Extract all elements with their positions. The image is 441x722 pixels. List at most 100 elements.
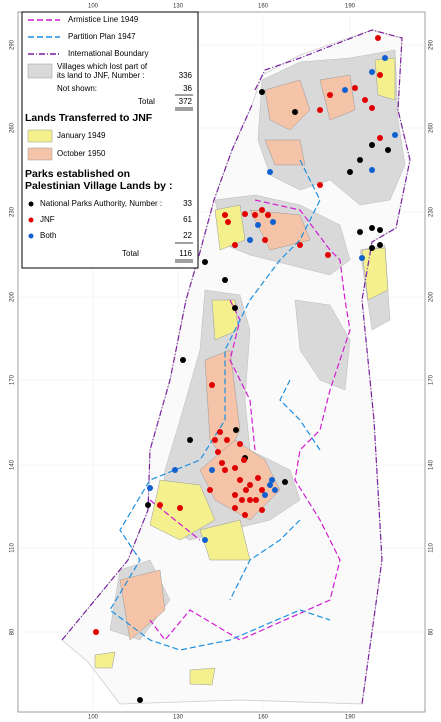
park-dot: [269, 477, 275, 483]
y-label: 260: [10, 122, 16, 133]
legend-label: National Parks Authority, Number :: [40, 199, 162, 208]
x-label: 160: [258, 4, 269, 10]
park-dot: [262, 237, 268, 243]
park-dot: [237, 477, 243, 483]
park-dot: [187, 437, 193, 443]
park-dot: [362, 97, 368, 103]
park-dot: [282, 479, 288, 485]
park-dot: [147, 485, 153, 491]
park-dot: [265, 212, 271, 218]
legend-number: 372: [179, 97, 193, 106]
park-dot: [233, 427, 239, 433]
park-dot: [259, 507, 265, 513]
legend-number: 116: [179, 249, 192, 258]
park-dot: [267, 169, 273, 175]
park-dot: [157, 502, 163, 508]
park-dot: [222, 467, 228, 473]
park-dot: [357, 157, 363, 163]
legend-swatch: [28, 201, 34, 207]
x-label: 160: [258, 715, 269, 721]
park-dot: [212, 437, 218, 443]
park-dot: [369, 167, 375, 173]
y-label: 290: [10, 39, 16, 50]
grid-labels: 100 100 130 130 160 160 190 190 290 290 260 260 230 2…: [10, 4, 435, 721]
park-dot: [357, 229, 363, 235]
partition-line: [109, 159, 331, 651]
park-dot: [209, 467, 215, 473]
legend-swatch: [27, 63, 53, 79]
y-label: 80: [429, 628, 435, 635]
park-dot: [243, 487, 249, 493]
park-dot: [325, 252, 331, 258]
park-dot: [219, 460, 225, 466]
legend-label: Not shown:: [57, 84, 97, 93]
legend-number: 22: [183, 231, 192, 240]
park-dot: [369, 245, 375, 251]
park-dot: [270, 219, 276, 225]
park-dot: [377, 135, 383, 141]
x-label: 100: [88, 715, 99, 721]
park-dot: [93, 629, 99, 635]
legend-label: Total: [122, 249, 139, 258]
park-dot: [225, 219, 231, 225]
park-dot: [177, 505, 183, 511]
legend-number: 336: [179, 71, 193, 80]
legend-number: 33: [183, 199, 192, 208]
park-dot: [241, 457, 247, 463]
park-dot: [262, 492, 268, 498]
x-label: 100: [88, 4, 99, 10]
legend-label: Total: [138, 97, 155, 106]
park-dot: [369, 69, 375, 75]
park-dot: [317, 182, 323, 188]
park-dot: [232, 242, 238, 248]
park-dot: [242, 211, 248, 217]
legend-label: Both: [40, 231, 56, 240]
legend-label: Armistice Line 1949: [68, 15, 139, 24]
y-label: 140: [429, 459, 435, 470]
legend-swatch: [28, 233, 34, 239]
map-frame: [17, 11, 426, 713]
park-dot: [232, 465, 238, 471]
park-dot: [222, 212, 228, 218]
x-label: 190: [345, 715, 356, 721]
park-dot: [145, 502, 151, 508]
y-label: 80: [10, 628, 16, 635]
park-dot: [252, 212, 258, 218]
park-dot: [232, 305, 238, 311]
legend-swatch: [27, 147, 53, 161]
park-dot: [377, 242, 383, 248]
park-dot: [242, 512, 248, 518]
legend-label: JNF: [40, 215, 55, 224]
park-dot: [137, 697, 143, 703]
park-dot: [385, 147, 391, 153]
legend-number: 61: [183, 215, 192, 224]
legend-label: October 1950: [57, 149, 106, 158]
park-dot: [247, 482, 253, 488]
park-dot: [237, 441, 243, 447]
y-label: 260: [429, 122, 435, 133]
park-dot: [267, 482, 273, 488]
park-dot: [327, 92, 333, 98]
park-dot: [347, 169, 353, 175]
park-dot: [172, 467, 178, 473]
park-dot: [359, 255, 365, 261]
y-label: 200: [10, 291, 16, 302]
x-label: 130: [173, 4, 184, 10]
park-dot: [180, 357, 186, 363]
park-dot: [209, 382, 215, 388]
x-label: 130: [173, 715, 184, 721]
y-label: 110: [429, 543, 435, 553]
park-dot: [342, 87, 348, 93]
park-dot: [352, 85, 358, 91]
park-dot: [232, 492, 238, 498]
park-dot: [382, 55, 388, 61]
park-dot: [255, 222, 261, 228]
park-dot: [259, 89, 265, 95]
legend-label: Partition Plan 1947: [68, 32, 136, 41]
park-dot: [369, 225, 375, 231]
park-dot: [247, 497, 253, 503]
y-label: 140: [10, 459, 16, 470]
x-label: 190: [345, 4, 356, 10]
